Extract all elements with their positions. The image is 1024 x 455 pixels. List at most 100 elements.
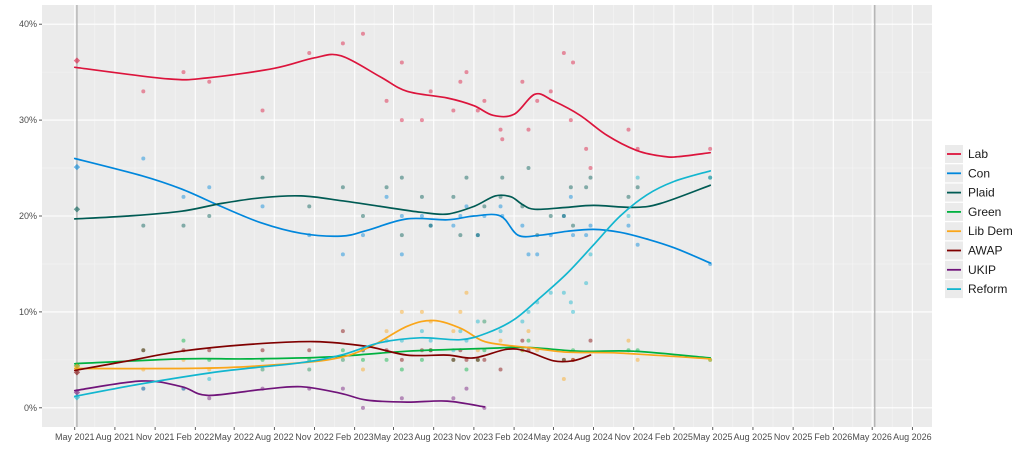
lab-poll-point bbox=[260, 108, 265, 113]
con-poll-point bbox=[384, 194, 389, 199]
plaid-poll-point bbox=[307, 204, 312, 209]
awap-poll-point bbox=[307, 348, 312, 353]
reform-poll-point bbox=[526, 309, 531, 314]
lib-dem-poll-point bbox=[498, 338, 503, 343]
con-poll-point bbox=[568, 194, 573, 199]
reform-poll-point bbox=[475, 319, 480, 324]
lab-poll-point bbox=[207, 79, 212, 84]
lab-poll-point bbox=[626, 127, 631, 132]
lab-poll-point bbox=[584, 146, 589, 151]
plaid-poll-point bbox=[399, 233, 404, 238]
awap-poll-point bbox=[260, 348, 265, 353]
con-poll-point bbox=[399, 252, 404, 257]
grid-major bbox=[42, 5, 932, 427]
trend-lines bbox=[73, 53, 712, 408]
awap-poll-point bbox=[141, 348, 146, 353]
reform-poll-point bbox=[498, 329, 503, 334]
plaid-poll-point bbox=[482, 204, 487, 209]
lab-poll-point bbox=[500, 137, 505, 142]
lab-poll-point bbox=[458, 79, 463, 84]
con-poll-point bbox=[626, 223, 631, 228]
lib-dem-election-result bbox=[73, 363, 81, 370]
x-tick-label: Aug 2021 bbox=[96, 432, 135, 442]
reform-poll-point bbox=[458, 329, 463, 334]
plaid-poll-point bbox=[526, 166, 531, 171]
x-tick-label: Aug 2022 bbox=[255, 432, 294, 442]
lab-poll-point bbox=[464, 70, 469, 75]
x-tick-label: Aug 2025 bbox=[734, 432, 773, 442]
x-tick-label: May 2023 bbox=[374, 432, 414, 442]
lib-dem-poll-point bbox=[526, 329, 531, 334]
lib-dem-poll-point bbox=[482, 319, 487, 324]
con-poll-point bbox=[360, 233, 365, 238]
awap-election-result bbox=[73, 369, 81, 376]
lab-poll-point bbox=[475, 108, 480, 113]
lab-poll-point bbox=[419, 118, 424, 123]
awap-poll-point bbox=[475, 357, 480, 362]
plaid-poll-point bbox=[561, 214, 566, 218]
lab-poll-point bbox=[568, 118, 573, 123]
green-poll-point bbox=[384, 357, 389, 362]
legend-label-awap: AWAP bbox=[968, 244, 1002, 258]
x-tick-label: Feb 2023 bbox=[336, 432, 374, 442]
lib-dem-trend-line bbox=[73, 319, 712, 370]
reform-poll-point bbox=[207, 377, 212, 382]
con-poll-point bbox=[141, 156, 146, 161]
plaid-poll-point bbox=[384, 185, 389, 190]
plaid-election-result bbox=[73, 206, 81, 213]
reform-poll-point bbox=[548, 290, 553, 295]
x-tick-label: Feb 2024 bbox=[495, 432, 533, 442]
y-tick-label: 40% bbox=[19, 19, 37, 29]
legend: Lab Con Plaid Green Lib Dem AWAP UKIP Reform bbox=[944, 142, 1020, 300]
lab-poll-point bbox=[708, 146, 713, 151]
con-poll-point bbox=[588, 223, 593, 228]
green-poll-point bbox=[360, 357, 365, 362]
lab-poll-point bbox=[561, 50, 566, 55]
lab-poll-point bbox=[141, 89, 146, 94]
legend-label-plaid: Plaid bbox=[968, 186, 995, 200]
poll-points bbox=[141, 31, 713, 410]
legend-label-con: Con bbox=[968, 166, 990, 180]
lab-poll-point bbox=[307, 50, 312, 55]
ukip-poll-point bbox=[340, 386, 345, 391]
lab-poll-point bbox=[340, 41, 345, 46]
lib-dem-poll-point bbox=[307, 367, 312, 372]
y-tick-label: 10% bbox=[19, 307, 37, 317]
lab-poll-point bbox=[399, 118, 404, 123]
lib-dem-poll-point bbox=[399, 309, 404, 314]
con-poll-point bbox=[464, 204, 469, 209]
plaid-poll-point bbox=[399, 175, 404, 180]
reform-poll-point bbox=[626, 214, 631, 218]
awap-poll-point bbox=[451, 357, 456, 362]
x-tick-label: May 2021 bbox=[55, 432, 95, 442]
lib-dem-poll-point bbox=[451, 329, 456, 334]
x-tick-label: May 2022 bbox=[214, 432, 254, 442]
plaid-poll-point bbox=[475, 233, 480, 238]
con-poll-point bbox=[260, 204, 265, 209]
lib-dem-poll-point bbox=[635, 357, 640, 362]
lab-poll-point bbox=[588, 166, 593, 171]
lab-poll-point bbox=[399, 60, 404, 65]
reform-poll-point bbox=[571, 309, 576, 314]
x-tick-label: Aug 2024 bbox=[574, 432, 613, 442]
lab-poll-point bbox=[535, 98, 540, 103]
plaid-poll-point bbox=[458, 233, 463, 238]
green-poll-point bbox=[464, 367, 469, 372]
lib-dem-poll-point bbox=[260, 367, 265, 372]
con-poll-point bbox=[419, 214, 424, 218]
plaid-poll-point bbox=[584, 185, 589, 190]
election-reference-lines bbox=[76, 5, 876, 427]
lab-trend-line bbox=[73, 53, 712, 158]
plaid-poll-point bbox=[626, 194, 631, 199]
con-election-result bbox=[73, 163, 81, 171]
y-tick-label: 20% bbox=[19, 211, 37, 221]
lab-poll-point bbox=[360, 31, 365, 36]
plaid-poll-point bbox=[588, 175, 593, 180]
reform-poll-point bbox=[260, 367, 265, 372]
awap-poll-point bbox=[207, 348, 212, 353]
con-poll-point bbox=[535, 252, 540, 257]
lib-dem-poll-point bbox=[458, 309, 463, 314]
lib-dem-poll-point bbox=[419, 309, 424, 314]
awap-poll-point bbox=[340, 329, 345, 334]
